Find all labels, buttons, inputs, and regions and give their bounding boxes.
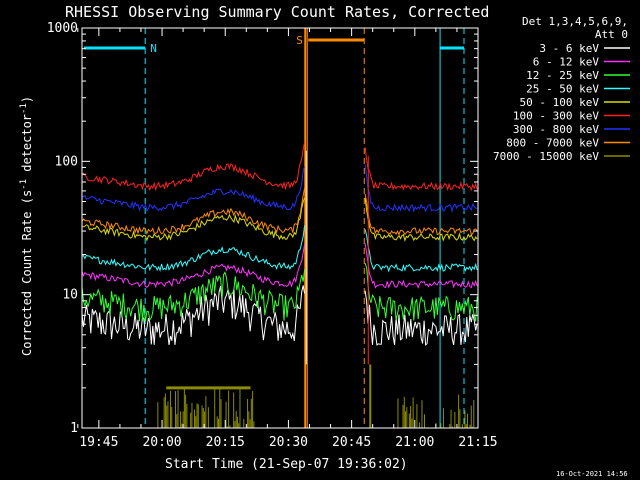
- legend-label: 12 - 25 keV: [526, 69, 599, 82]
- legend-label: 25 - 50 keV: [526, 83, 599, 96]
- y-tick-label: 100: [55, 154, 78, 169]
- legend-label: 3 - 6 keV: [539, 42, 599, 55]
- timestamp: 16-Oct-2021 14:56: [556, 470, 628, 478]
- series-line: [364, 193, 478, 236]
- x-axis-ticks: 19:45 20:00 20:15 20:30 20:45 21:00 21:15: [77, 28, 498, 450]
- y-axis-label: Corrected Count Rate (s-1 detector-1): [19, 96, 34, 356]
- svg-text:Corrected Count Rate (s-1 dete: Corrected Count Rate (s-1 detector-1): [19, 96, 34, 356]
- plot-area: NS: [81, 28, 478, 428]
- legend-label: 800 - 7000 keV: [506, 137, 599, 150]
- series-line: [364, 243, 478, 289]
- series-line: [364, 263, 478, 322]
- series-line: [81, 141, 306, 192]
- legend-title: Det 1,3,4,5,6,9,: [522, 15, 628, 28]
- x-axis-label: Start Time (21-Sep-07 19:36:02): [165, 457, 408, 472]
- legend-title: Att 0: [595, 28, 628, 41]
- y-tick-label: 1: [70, 421, 78, 436]
- x-tick-label: 21:15: [458, 435, 497, 450]
- chart-title: RHESSI Observing Summary Count Rates, Co…: [65, 3, 489, 21]
- series-line: [364, 197, 478, 243]
- series-line: [81, 269, 306, 322]
- x-tick-label: 20:00: [142, 435, 181, 450]
- y-tick-label: 10: [62, 288, 78, 303]
- series-line: [81, 285, 306, 345]
- series-line: [364, 164, 478, 214]
- legend-label: 100 - 300 keV: [513, 110, 599, 123]
- series-line: [364, 229, 478, 273]
- series-line: [81, 225, 306, 272]
- legend-label: 7000 - 15000 keV: [493, 150, 599, 163]
- series-line: [364, 147, 478, 192]
- y-tick-label: 1000: [47, 21, 78, 36]
- night-marker-label: N: [150, 42, 157, 55]
- x-tick-label: 20:45: [332, 435, 371, 450]
- legend-label: 300 - 800 keV: [513, 123, 599, 136]
- saa-marker-label: S: [296, 34, 303, 47]
- legend-label: 6 - 12 keV: [533, 56, 600, 69]
- x-tick-label: 21:00: [395, 435, 434, 450]
- y-axis-ticks: 1 10 100 1000: [47, 21, 478, 436]
- series-line: [81, 197, 306, 242]
- series-line: [364, 290, 478, 346]
- x-tick-label: 20:15: [206, 435, 245, 450]
- x-tick-label: 20:30: [269, 435, 308, 450]
- plot-frame: [81, 27, 479, 429]
- series-line: [81, 243, 306, 288]
- series-line: [81, 188, 306, 236]
- legend-label: 50 - 100 keV: [520, 96, 600, 109]
- x-tick-label: 19:45: [79, 435, 118, 450]
- series-line: [81, 166, 306, 212]
